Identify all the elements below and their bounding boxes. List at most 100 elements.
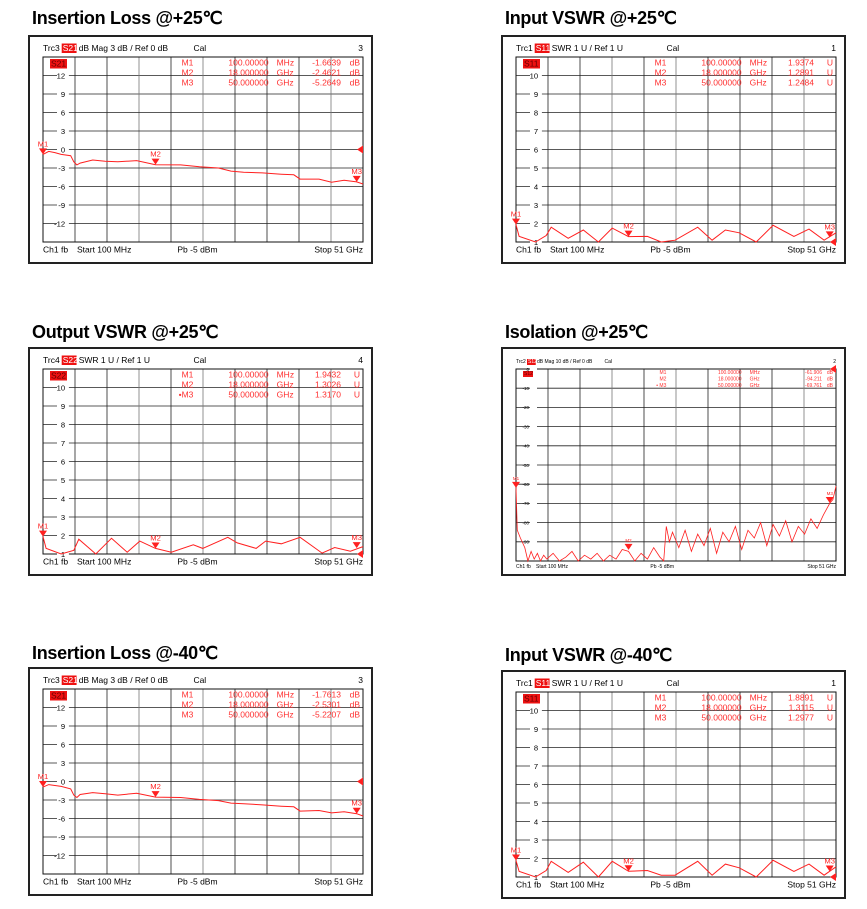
marker-name: M3 [655,713,667,723]
cal-label: Cal [666,678,679,688]
marker-name: M1 [182,370,194,380]
marker-triangle [624,865,633,872]
tick-bg [530,89,542,99]
tick-bg [530,724,542,734]
tick-bg [530,481,537,487]
tick-bg [530,126,542,136]
y-tick-label: 9 [61,90,65,99]
y-tick-label: 10 [530,71,539,80]
marker-value-unit: dB [350,68,361,78]
tick-bg [57,457,69,466]
marker-value-unit: U [354,370,360,380]
y-tick-label: 4 [61,494,66,503]
marker-triangle [39,530,47,537]
y-tick-label: 10 [57,383,66,392]
plot-svg: Trc3 S21 dB Mag 3 dB / Ref 0 dB Cal 3129630-… [38,675,364,887]
y-tick-label: -12 [54,851,65,860]
y-tick-label: 10 [530,706,539,715]
marker-value: -69.761 [805,383,822,389]
marker-value-unit: dB [350,78,361,88]
cal-label: Cal [605,359,613,365]
tick-bg [530,520,537,526]
channel-label: Ch1 fb [43,245,68,255]
channel-label: Ch1 fb [516,245,541,255]
channel-label: Ch1 fb [43,877,68,887]
y-tick-label: 8 [534,743,538,752]
y-tick-label: 3 [61,513,65,522]
tick-bg [57,200,69,210]
trace-badge-label: S21 [51,59,66,69]
cal-label: Cal [193,355,206,365]
marker-value: -61.906 [805,370,822,376]
param-badge [61,675,77,685]
marker-frequency: 100.00000 [228,690,268,700]
marker-name: M3 [182,78,194,88]
marker-frequency: 50.000000 [228,390,268,400]
marker-frequency-unit: MHz [277,690,294,700]
marker-name: •M3 [179,390,194,400]
tick-bg [57,832,69,842]
tick-bg [57,182,69,191]
marker-value-unit: U [354,380,360,390]
tick-bg [57,383,69,392]
y-tick-label: 1 [61,550,65,559]
marker-label: M2 [150,533,161,542]
tick-bg [57,145,69,154]
y-tick-label: 7 [61,439,65,448]
trace-line [515,486,837,563]
marker-triangle [352,807,361,814]
plot-frame [515,368,837,562]
param-badge [61,43,77,53]
tick-bg [530,404,537,410]
chart-title: Insertion Loss @-40℃ [32,643,218,663]
tick-bg [530,743,542,752]
marker-value: 1.2484 [788,78,814,88]
marker-name: M3 [655,78,667,88]
marker-value: 1.3170 [315,390,341,400]
cal-label: Cal [193,675,206,685]
tick-bg [57,475,69,485]
marker-label: M3 [827,491,834,496]
y-tick-label: 7 [534,127,538,136]
tick-bg [530,424,537,430]
source-power: Pb -5 dBm [650,564,674,570]
marker-name: M2 [182,700,194,710]
format-label: SWR 1 U / Ref 1 U [552,43,623,53]
marker-frequency: 18.000000 [228,68,268,78]
marker-label: M1 [511,846,522,855]
marker-value: -5.2207 [312,710,341,720]
y-tick-label: 3 [534,201,538,210]
marker-name: M1 [659,370,666,376]
vna-plot: Trc1 S11 SWR 1 U / Ref 1 U Cal 1 10 9 8 7 6 5 4 3 2 1 S… [501,35,846,264]
y-tick-label: 2 [534,219,538,228]
marker-label: M3 [351,799,362,808]
y-tick-label: -3 [58,796,65,805]
y-tick-label: 6 [534,145,538,154]
source-power: Pb -5 dBm [177,877,217,887]
marker-frequency-unit: GHz [750,383,761,389]
plot-svg: Trc2 S12 dB Mag 10 dB / Ref 0 dB Cal 20-10-2… [512,359,837,570]
trace-label: Trc3 [43,43,60,53]
chart-title: Input VSWR @-40℃ [505,645,672,665]
y-tick-label: 6 [61,740,65,749]
plot-frame [42,368,364,555]
channel-label: Ch1 fb [516,564,531,570]
marker-value: -5.2649 [312,78,341,88]
marker-triangle [512,854,520,861]
marker-name: M1 [655,693,667,703]
marker-value: -1.6639 [312,58,341,68]
param-label: S22 [63,355,78,365]
marker-label: M2 [150,782,161,791]
param-badge [61,355,77,365]
marker-value-unit: U [827,68,833,78]
y-tick-label: 5 [61,476,65,485]
y-tick-label: 0 [61,777,65,786]
marker-value: -1.7613 [312,690,341,700]
marker-name: M2 [655,703,667,713]
tick-bg [530,366,537,372]
format-label: dB Mag 3 dB / Ref 0 dB [79,43,169,53]
format-label: dB Mag 3 dB / Ref 0 dB [79,675,169,685]
y-tick-label: -12 [54,219,65,228]
y-tick-label: 9 [61,722,65,731]
trace-line [42,536,364,555]
